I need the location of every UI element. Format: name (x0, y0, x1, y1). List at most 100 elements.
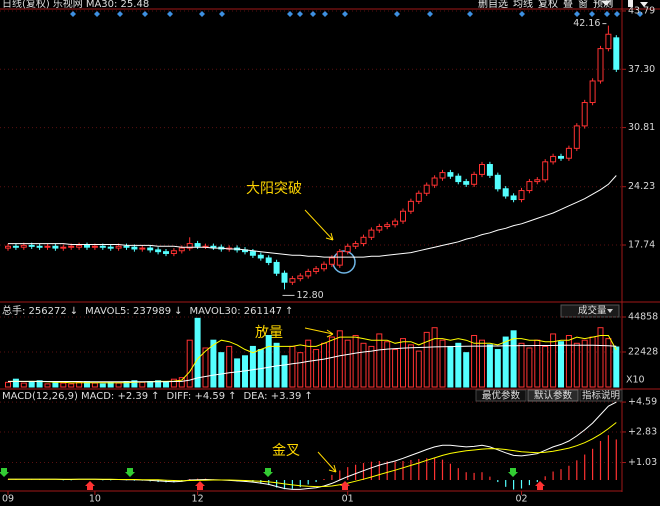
event-marker (604, 11, 610, 17)
candle-body (360, 236, 367, 245)
candle-body (147, 247, 154, 251)
volume-bar (415, 350, 422, 388)
candle-body (447, 172, 454, 177)
y-tick-label: +1.03 (628, 457, 657, 468)
toolbar-button[interactable]: 均线 (513, 0, 533, 10)
y-tick-label: 24.23 (628, 181, 655, 192)
volume-bar (28, 381, 35, 388)
toolbar-button[interactable]: 删自选 (478, 0, 508, 10)
volume-bar (376, 333, 383, 388)
annotation: 金叉 (272, 443, 300, 459)
volume-bar (336, 330, 343, 388)
toolbar-icon[interactable] (628, 0, 633, 7)
candle-body (550, 155, 557, 163)
volume-bar (486, 344, 493, 388)
volume-bar (36, 380, 43, 388)
candle-body (479, 164, 485, 175)
legend-text: 总手: 256272 (2, 304, 67, 317)
candle-body (415, 192, 422, 202)
signal-arrow (195, 481, 205, 490)
legend-text: ↑ (228, 391, 236, 402)
annotation-arrow (317, 451, 337, 473)
button[interactable] (579, 389, 623, 402)
volume-bar (20, 382, 27, 388)
toolbar-button[interactable]: 复权 (538, 0, 558, 10)
legend-text: 日线(复权) (2, 0, 50, 10)
volume-bar (139, 381, 146, 388)
candle-body (589, 80, 596, 104)
legend-text: MACD: +2.39 (81, 391, 148, 402)
annotation: 大阳突破 (246, 181, 302, 197)
signal-arrow (340, 481, 350, 490)
candle-body (139, 247, 146, 250)
volume-bar (44, 383, 51, 388)
candle-body (249, 251, 256, 256)
volume-bar (170, 378, 177, 388)
volume-bar (60, 382, 67, 388)
candle-body (186, 243, 193, 249)
volume-bar (147, 381, 154, 388)
volume-bar (526, 347, 533, 388)
event-marker (589, 11, 595, 17)
candle-body (76, 244, 83, 248)
event-marker (427, 11, 433, 17)
signal-arrow (508, 468, 518, 477)
candle-body (68, 245, 75, 248)
x-tick-label: 01 (342, 494, 354, 505)
event-marker (219, 11, 225, 17)
candle-body (613, 37, 620, 70)
candle-body (131, 246, 138, 250)
toolbar-button[interactable]: 叠 (563, 0, 573, 10)
button[interactable] (527, 389, 579, 402)
indicator-dropdown[interactable] (560, 304, 620, 318)
volume-bar (249, 345, 256, 388)
volume-bar (202, 347, 209, 388)
high-label: 42.16 (573, 18, 600, 29)
event-marker (637, 11, 643, 17)
volume-bar (131, 380, 138, 388)
candle-body (439, 172, 446, 179)
toolbar-button[interactable]: 窗 (578, 0, 588, 10)
candle-body (565, 147, 572, 159)
volume-bar (115, 382, 122, 388)
volume-bar (613, 346, 620, 388)
toolbar-icon[interactable] (600, 0, 613, 7)
dropdown-arrow (607, 309, 613, 313)
candle-body (28, 244, 35, 247)
line-series (8, 344, 617, 383)
volume-bar (178, 377, 185, 388)
volume-bar (273, 342, 280, 388)
volume-bar (226, 345, 233, 388)
candle-body (99, 245, 106, 248)
candle-body (423, 184, 430, 194)
candle-body (20, 244, 27, 248)
button-label[interactable]: 默认参数 (534, 390, 573, 402)
event-marker (467, 11, 473, 17)
toolbar-icon[interactable] (640, 2, 648, 7)
low-label: 12.80 (297, 290, 324, 301)
button-label[interactable]: 最优参数 (482, 390, 521, 402)
volume-bar (510, 330, 517, 388)
volume-bar (218, 352, 225, 388)
candle-body (328, 257, 335, 265)
volume-bar (431, 327, 438, 388)
candle-body (163, 251, 169, 254)
candle-body (107, 246, 114, 249)
event-marker (574, 11, 580, 17)
y-tick-label: 22428 (628, 346, 658, 357)
toolbar-button[interactable]: 预测 (593, 0, 613, 10)
signal-arrow (125, 468, 135, 477)
volume-bar (463, 352, 470, 388)
volume-bar (91, 382, 98, 388)
volume-bar (392, 349, 399, 388)
candle-body (494, 174, 501, 190)
legend-text: MAVOL30: 261147 (190, 306, 282, 317)
candle-body (384, 224, 391, 228)
button[interactable] (475, 389, 527, 402)
button-label[interactable]: 指标说明 (582, 390, 620, 402)
candle-body (155, 249, 162, 253)
event-marker (94, 11, 100, 17)
indicator-label[interactable]: 成交量 (578, 305, 607, 317)
volume-bar (99, 383, 106, 388)
volume-bar (423, 331, 430, 388)
